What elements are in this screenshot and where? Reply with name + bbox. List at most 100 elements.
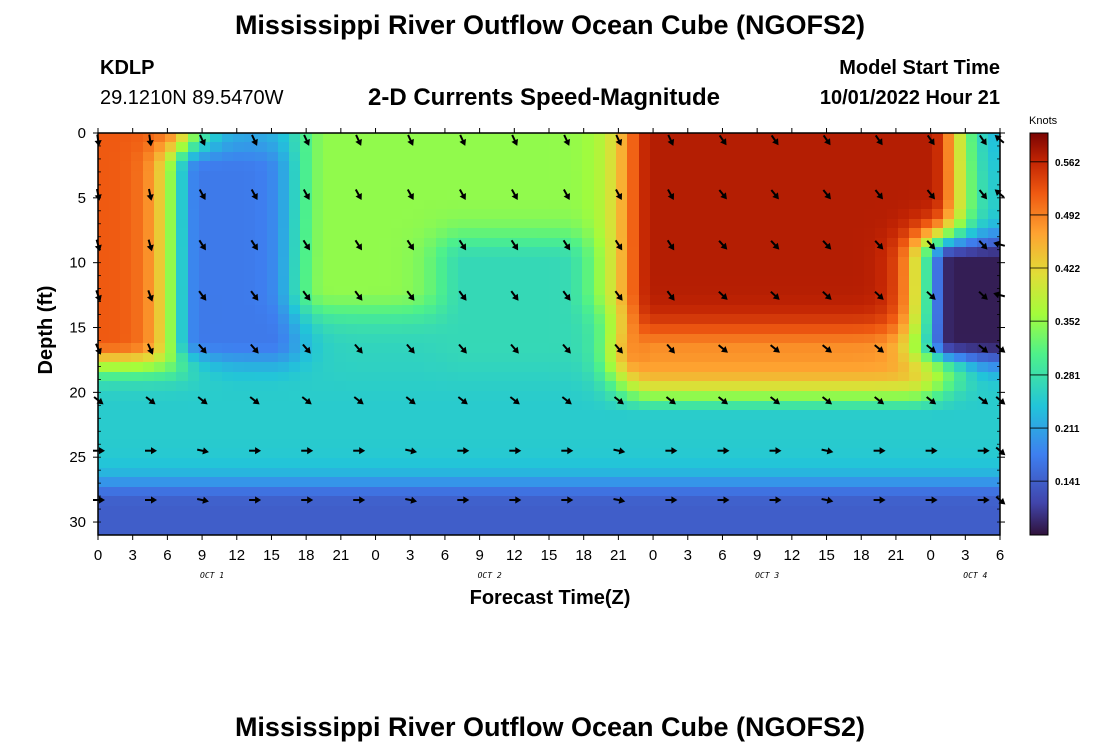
heatmap-cell — [797, 401, 810, 412]
heatmap-cell — [109, 133, 122, 144]
heatmap-cell — [605, 305, 618, 316]
current-vector-arrow — [821, 496, 834, 504]
heatmap-cell — [481, 247, 494, 259]
heatmap-cell — [932, 142, 945, 154]
heatmap-cell — [864, 171, 877, 182]
heatmap-cell — [718, 247, 731, 259]
heatmap-cell — [379, 219, 393, 230]
heatmap-cell — [594, 171, 607, 182]
heatmap-cell — [751, 525, 765, 535]
current-vector-arrow — [717, 447, 730, 455]
heatmap-cell — [165, 487, 178, 498]
heatmap-cell — [684, 401, 697, 412]
heatmap-cell — [300, 161, 314, 173]
heatmap-cell — [718, 362, 731, 374]
heatmap-cell — [199, 286, 212, 297]
heatmap-cell — [233, 343, 246, 355]
heatmap-cell — [673, 496, 686, 508]
heatmap-cell — [210, 133, 224, 144]
heatmap-cell — [706, 477, 720, 489]
heatmap-cell — [977, 353, 990, 364]
heatmap-cell — [797, 506, 810, 517]
heatmap-cell — [470, 257, 483, 268]
heatmap-cell — [334, 247, 348, 259]
heatmap-cell — [875, 334, 889, 345]
heatmap-cell — [537, 429, 550, 441]
heatmap-cell — [154, 468, 167, 479]
heatmap-cell — [797, 228, 810, 240]
x-tick-label: 0 — [371, 547, 379, 564]
heatmap-cell — [639, 401, 652, 412]
heatmap-cell — [549, 468, 562, 479]
heatmap-cell — [932, 401, 945, 412]
heatmap-cell — [887, 334, 900, 345]
heatmap-cell — [718, 238, 731, 249]
heatmap-cell — [470, 372, 483, 383]
heatmap-cell — [481, 314, 494, 326]
model-start-value: 10/01/2022 Hour 21 — [819, 87, 1000, 109]
heatmap-cell — [323, 477, 336, 489]
heatmap-cell — [131, 362, 145, 374]
heatmap-cell — [176, 267, 190, 278]
heatmap-cell — [842, 324, 855, 335]
heatmap-cell — [334, 276, 348, 288]
heatmap-cell — [300, 429, 314, 441]
station-coordinates: 29.1210N 89.5470W — [100, 87, 284, 109]
heatmap-cell — [909, 362, 923, 374]
heatmap-cell — [323, 420, 336, 431]
heatmap-cell — [954, 286, 968, 297]
heatmap-cell — [109, 228, 122, 240]
heatmap-cell — [560, 458, 573, 469]
heatmap-cell — [864, 314, 877, 326]
heatmap-cell — [594, 458, 607, 469]
heatmap-cell — [323, 439, 336, 450]
heatmap-cell — [706, 219, 720, 230]
heatmap-cell — [289, 429, 302, 441]
heatmap-cell — [988, 343, 1000, 355]
heatmap-cell — [300, 247, 314, 259]
heatmap-cell — [751, 219, 765, 230]
heatmap-cell — [661, 171, 675, 182]
heatmap-cell — [785, 314, 799, 326]
heatmap-cell — [830, 247, 844, 259]
heatmap-cell — [503, 458, 517, 469]
heatmap-cell — [424, 295, 438, 307]
heatmap-cell — [673, 410, 686, 422]
heatmap-cell — [300, 305, 314, 316]
heatmap-cell — [751, 286, 765, 297]
heatmap-cell — [199, 506, 212, 517]
heatmap-cell — [954, 343, 968, 355]
heatmap-cell — [346, 525, 359, 535]
heatmap-cell — [255, 267, 269, 278]
heatmap-cell — [830, 429, 844, 441]
heatmap-cell — [921, 496, 934, 508]
heatmap-cell — [718, 219, 731, 230]
heatmap-cell — [109, 305, 122, 316]
heatmap-cell — [323, 171, 336, 182]
heatmap-cell — [549, 515, 562, 527]
heatmap-cell — [436, 286, 449, 297]
heatmap-cell — [346, 439, 359, 450]
heatmap-cell — [492, 391, 505, 402]
heatmap-cell — [853, 305, 866, 316]
heatmap-cell — [571, 525, 584, 535]
heatmap-cell — [921, 334, 934, 345]
heatmap-cell — [763, 305, 776, 316]
heatmap-cell — [875, 257, 889, 268]
heatmap-cell — [661, 496, 675, 508]
heatmap-cell — [684, 468, 697, 479]
heatmap-cell — [278, 448, 291, 460]
heatmap-cell — [616, 401, 629, 412]
heatmap-cell — [391, 468, 404, 479]
heatmap-cell — [402, 439, 415, 450]
heatmap-cell — [334, 305, 348, 316]
heatmap-cell — [458, 238, 472, 249]
heatmap-cell — [368, 314, 381, 326]
heatmap-cell — [797, 410, 810, 422]
heatmap-cell — [808, 133, 821, 144]
current-vector-arrow — [146, 188, 154, 201]
heatmap-cell — [695, 314, 708, 326]
heatmap-cell — [740, 152, 753, 163]
current-vector-arrow — [510, 239, 519, 251]
heatmap-cell — [176, 324, 190, 335]
